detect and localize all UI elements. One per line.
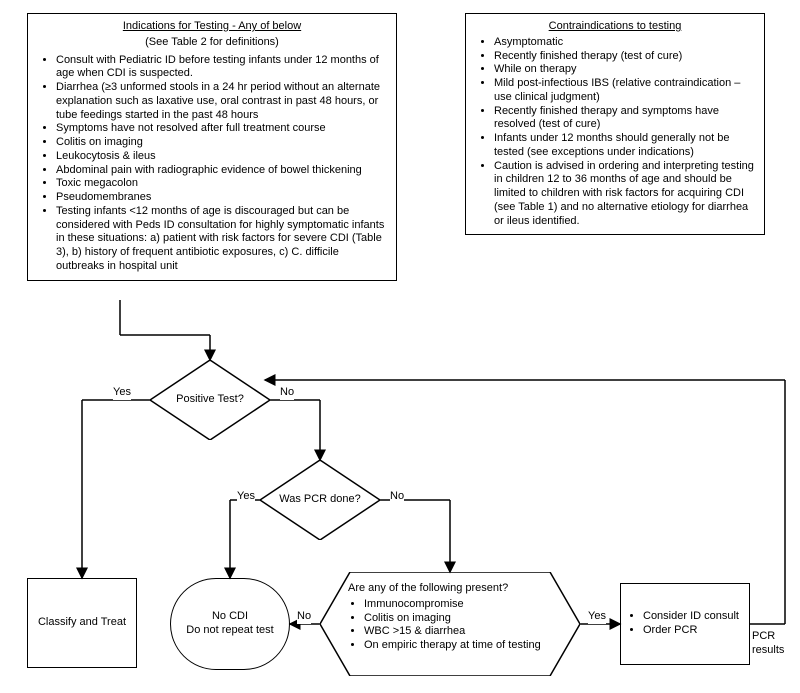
terminal-no-cdi: No CDI Do not repeat test xyxy=(170,578,290,670)
decision-label: Positive Test? xyxy=(172,389,248,411)
contraindications-title: Contraindications to testing xyxy=(476,20,754,34)
list-item: Recently finished therapy and symptoms h… xyxy=(494,105,754,133)
terminal-label: No CDI Do not repeat test xyxy=(186,610,273,638)
indications-box: Indications for Testing - Any of below (… xyxy=(27,13,397,281)
indications-subtitle: (See Table 2 for definitions) xyxy=(38,36,386,50)
list-item: Consider ID consult xyxy=(643,610,739,624)
consider-list: Consider ID consult Order PCR xyxy=(627,610,739,638)
list-item: Colitis on imaging xyxy=(56,136,386,150)
list-item: Toxic megacolon xyxy=(56,177,386,191)
list-item: Consult with Pediatric ID before testing… xyxy=(56,54,386,82)
list-item: Leukocytosis & ileus xyxy=(56,150,386,164)
edge-label-no: No xyxy=(297,610,311,624)
list-item: Immunocompromise xyxy=(364,598,552,612)
contraindications-box: Contraindications to testing Asymptomati… xyxy=(465,13,765,235)
criteria-lead: Are any of the following present? xyxy=(348,582,552,596)
decision-was-pcr-done: Was PCR done? xyxy=(260,460,380,540)
list-item: WBC >15 & diarrhea xyxy=(364,625,552,639)
edge-label-yes: Yes xyxy=(588,610,606,624)
list-item: Mild post-infectious IBS (relative contr… xyxy=(494,77,754,105)
edge-label-pcr-results: PCR results xyxy=(752,630,800,658)
list-item: Asymptomatic xyxy=(494,36,754,50)
terminal-classify-treat: Classify and Treat xyxy=(27,578,137,668)
criteria-list: Immunocompromise Colitis on imaging WBC … xyxy=(348,598,552,653)
terminal-label: Classify and Treat xyxy=(38,616,126,630)
list-item: Symptoms have not resolved after full tr… xyxy=(56,122,386,136)
decision-criteria: Are any of the following present? Immuno… xyxy=(320,572,580,676)
decision-positive-test: Positive Test? xyxy=(150,360,270,440)
list-item: Infants under 12 months should generally… xyxy=(494,132,754,160)
list-item: While on therapy xyxy=(494,63,754,77)
contraindications-list: Asymptomatic Recently finished therapy (… xyxy=(476,36,754,229)
list-item: Testing infants <12 months of age is dis… xyxy=(56,205,386,274)
list-item: On empiric therapy at time of testing xyxy=(364,639,552,653)
terminal-consider-id: Consider ID consult Order PCR xyxy=(620,583,750,665)
list-item: Recently finished therapy (test of cure) xyxy=(494,50,754,64)
indications-list: Consult with Pediatric ID before testing… xyxy=(38,54,386,274)
list-item: Colitis on imaging xyxy=(364,612,552,626)
indications-title: Indications for Testing - Any of below xyxy=(38,20,386,34)
list-item: Diarrhea (≥3 unformed stools in a 24 hr … xyxy=(56,81,386,122)
edge-label-no: No xyxy=(280,386,294,400)
list-item: Abdominal pain with radiographic evidenc… xyxy=(56,164,386,178)
list-item: Caution is advised in ordering and inter… xyxy=(494,160,754,229)
edge-label-yes: Yes xyxy=(113,386,131,400)
decision-label: Was PCR done? xyxy=(275,489,365,511)
list-item: Pseudomembranes xyxy=(56,191,386,205)
edge-label-yes: Yes xyxy=(237,490,255,504)
list-item: Order PCR xyxy=(643,624,739,638)
edge-label-no: No xyxy=(390,490,404,504)
